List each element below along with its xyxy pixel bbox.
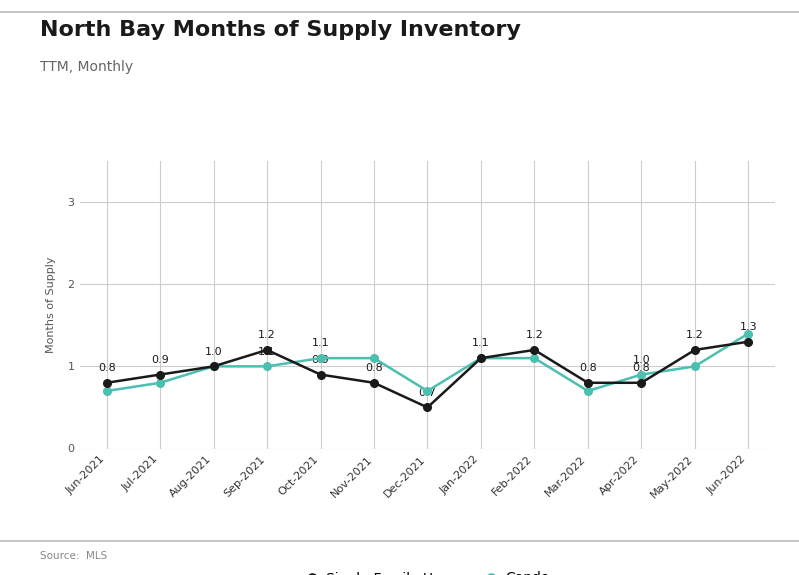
Text: 1.2: 1.2 xyxy=(526,330,543,340)
Text: 0.7: 0.7 xyxy=(419,388,436,398)
Text: 0.8: 0.8 xyxy=(633,363,650,373)
Single-Family Home xyxy=(101,380,111,386)
Text: 0.8: 0.8 xyxy=(97,363,116,373)
Condo xyxy=(530,355,539,362)
Condo xyxy=(369,355,379,362)
Text: 0.8: 0.8 xyxy=(579,363,597,373)
Single-Family Home xyxy=(637,380,646,386)
Condo xyxy=(690,363,700,370)
Single-Family Home xyxy=(209,363,218,370)
Single-Family Home xyxy=(744,338,753,345)
Text: 1.1: 1.1 xyxy=(258,347,276,356)
Condo xyxy=(209,363,218,370)
Text: 1.2: 1.2 xyxy=(686,330,704,340)
Single-Family Home xyxy=(369,380,379,386)
Condo xyxy=(637,371,646,378)
Text: 1.0: 1.0 xyxy=(205,347,222,356)
Text: 1.0: 1.0 xyxy=(633,355,650,365)
Text: 0.9: 0.9 xyxy=(151,355,169,365)
Text: 1.1: 1.1 xyxy=(472,339,490,348)
Text: 0.8: 0.8 xyxy=(365,363,383,373)
Line: Condo: Condo xyxy=(103,329,752,395)
Text: Source:  MLS: Source: MLS xyxy=(40,551,107,561)
Text: TTM, Monthly: TTM, Monthly xyxy=(40,60,133,74)
Single-Family Home xyxy=(476,355,486,362)
Text: North Bay Months of Supply Inventory: North Bay Months of Supply Inventory xyxy=(40,20,521,40)
Single-Family Home xyxy=(316,371,325,378)
Condo xyxy=(423,388,432,394)
Single-Family Home xyxy=(262,347,272,354)
Text: 0.9: 0.9 xyxy=(312,355,329,365)
Legend: Single-Family Home, Condo: Single-Family Home, Condo xyxy=(300,566,555,575)
Condo xyxy=(316,355,325,362)
Condo xyxy=(583,388,593,394)
Text: 1.1: 1.1 xyxy=(312,339,329,348)
Text: 1.2: 1.2 xyxy=(258,330,276,340)
Condo xyxy=(101,388,111,394)
Line: Single-Family Home: Single-Family Home xyxy=(103,338,752,411)
Single-Family Home xyxy=(155,371,165,378)
Condo xyxy=(744,330,753,337)
Text: 1.3: 1.3 xyxy=(740,322,757,332)
Single-Family Home xyxy=(583,380,593,386)
Single-Family Home xyxy=(423,404,432,411)
Single-Family Home xyxy=(690,347,700,354)
Condo xyxy=(476,355,486,362)
Y-axis label: Months of Supply: Months of Supply xyxy=(46,256,56,353)
Single-Family Home xyxy=(530,347,539,354)
Condo xyxy=(262,363,272,370)
Condo xyxy=(155,380,165,386)
